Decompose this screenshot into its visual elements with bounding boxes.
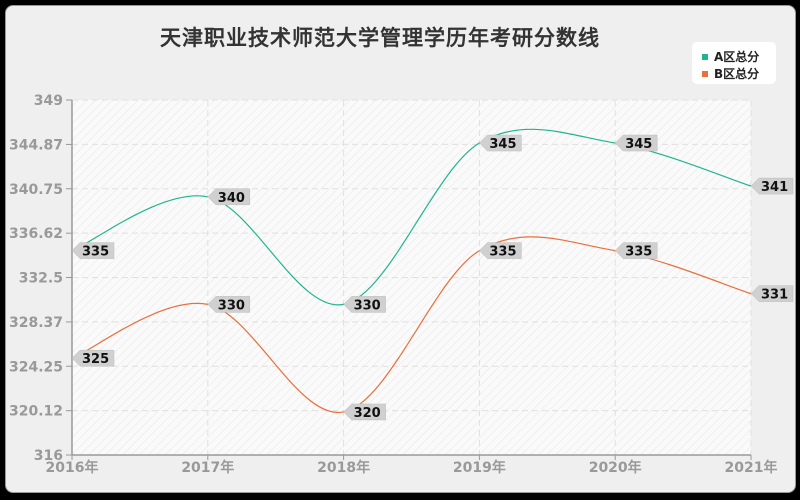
y-tick-label: 336.62 <box>9 226 63 242</box>
legend: A区总分 B区总分 <box>692 42 776 84</box>
svg-text:345: 345 <box>489 137 516 152</box>
svg-text:320: 320 <box>354 406 381 421</box>
legend-label-a: A区总分 <box>714 50 760 64</box>
grid-lines <box>72 99 752 455</box>
data-label: 345 <box>479 134 522 152</box>
data-label: 341 <box>750 177 794 195</box>
svg-text:325: 325 <box>82 352 109 367</box>
data-label: 335 <box>479 242 522 260</box>
x-tick-label: 2019年 <box>453 459 506 476</box>
legend-item-b[interactable]: B区总分 <box>702 65 759 82</box>
legend-item-a[interactable]: A区总分 <box>702 48 759 65</box>
y-tick-label: 320.12 <box>9 404 63 420</box>
chart-title: 天津职业技术师范大学管理学历年考研分数线 <box>160 26 600 50</box>
data-labels: 335 340 330 345 345 341 325 330 320 335 335 331 <box>71 134 794 421</box>
svg-text:331: 331 <box>761 288 788 303</box>
data-label: 320 <box>343 403 386 421</box>
data-label: 325 <box>71 349 115 367</box>
x-tick-label: 2017年 <box>181 459 234 476</box>
x-tick-label: 2016年 <box>46 459 99 476</box>
legend-swatch-b-icon <box>702 70 708 77</box>
x-tick-label: 2018年 <box>317 459 370 476</box>
data-label: 330 <box>343 296 386 313</box>
legend-swatch-a-icon <box>702 53 708 60</box>
x-tick-label: 2021年 <box>725 459 778 476</box>
data-label: 345 <box>614 134 658 152</box>
data-label: 335 <box>71 242 115 260</box>
data-label: 330 <box>207 296 251 313</box>
y-tick-label: 340.75 <box>9 182 63 198</box>
svg-text:330: 330 <box>218 298 245 313</box>
svg-text:335: 335 <box>489 245 516 260</box>
svg-text:341: 341 <box>761 180 788 195</box>
y-tick-label: 349 <box>34 93 63 109</box>
y-tick-label: 332.5 <box>19 271 63 287</box>
y-tick-label: 324.25 <box>9 359 63 375</box>
y-tick-label: 328.37 <box>9 315 63 331</box>
data-label: 331 <box>750 285 794 303</box>
svg-text:335: 335 <box>82 245 109 260</box>
svg-text:330: 330 <box>354 298 381 313</box>
y-tick-label: 344.87 <box>9 137 63 153</box>
data-label: 340 <box>207 188 251 206</box>
y-tick-label: 316 <box>34 448 63 464</box>
axes: 349 344.87 340.75 336.62 332.5 328.37 324.25 32… <box>9 93 778 476</box>
legend-label-b: B区总分 <box>714 67 760 81</box>
svg-text:340: 340 <box>218 191 245 206</box>
svg-text:335: 335 <box>625 245 652 260</box>
svg-text:345: 345 <box>625 137 652 152</box>
x-tick-label: 2020年 <box>589 459 642 476</box>
data-label: 335 <box>614 242 658 260</box>
